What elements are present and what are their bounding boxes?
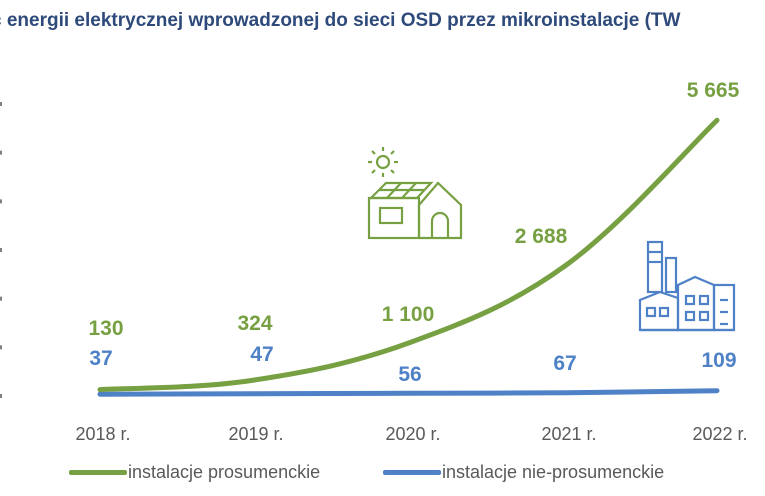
data-label-non-prosumer-1: 47 xyxy=(250,343,273,366)
legend: instalacje prosumenckie instalacje nie-p… xyxy=(0,462,765,490)
data-label-prosumer-4: 5 665 xyxy=(687,79,740,102)
x-tick-label: 2020 r. xyxy=(385,424,440,444)
y-tick xyxy=(0,150,2,155)
legend-line-blue xyxy=(383,470,441,475)
y-tick xyxy=(0,102,2,106)
legend-label-prosumer: instalacje prosumenckie xyxy=(128,462,321,482)
legend-label-non-prosumer: instalacje nie-prosumenckie xyxy=(442,462,665,482)
y-tick xyxy=(0,296,2,301)
line-non-prosumer xyxy=(97,388,720,397)
data-label-prosumer-1: 324 xyxy=(237,312,272,335)
data-label-non-prosumer-0: 37 xyxy=(89,347,112,370)
solar-house-icon xyxy=(367,147,463,240)
y-axis-ticks xyxy=(0,102,2,398)
legend-item-prosumer: instalacje prosumenckie xyxy=(69,462,320,483)
series-lines xyxy=(97,117,720,397)
data-label-non-prosumer-3: 67 xyxy=(553,352,576,375)
x-tick-label: 2019 r. xyxy=(228,424,283,444)
x-axis-labels: 2018 r. 2019 r. 2020 r. 2021 r. 2022 r. xyxy=(75,424,747,444)
data-label-non-prosumer-4: 109 xyxy=(701,349,736,372)
legend-line-green xyxy=(69,470,127,475)
data-labels: 130 324 1 100 2 688 5 665 37 47 56 67 109 xyxy=(88,79,739,386)
x-tick-label: 2018 r. xyxy=(75,424,130,444)
y-tick xyxy=(0,394,2,398)
data-label-prosumer-0: 130 xyxy=(88,317,123,340)
chart-title: ć energii elektrycznej wprowadzonej do s… xyxy=(0,10,681,31)
y-tick xyxy=(0,345,2,350)
y-tick xyxy=(0,248,2,252)
x-tick-label: 2021 r. xyxy=(541,424,596,444)
x-tick-label: 2022 r. xyxy=(692,424,747,444)
y-tick xyxy=(0,199,2,204)
data-label-prosumer-3: 2 688 xyxy=(515,225,568,248)
legend-item-non-prosumer: instalacje nie-prosumenckie xyxy=(383,462,664,483)
data-label-non-prosumer-2: 56 xyxy=(398,363,421,386)
data-label-prosumer-2: 1 100 xyxy=(382,303,435,326)
line-prosumer xyxy=(97,117,720,393)
factory-icon xyxy=(638,240,736,332)
